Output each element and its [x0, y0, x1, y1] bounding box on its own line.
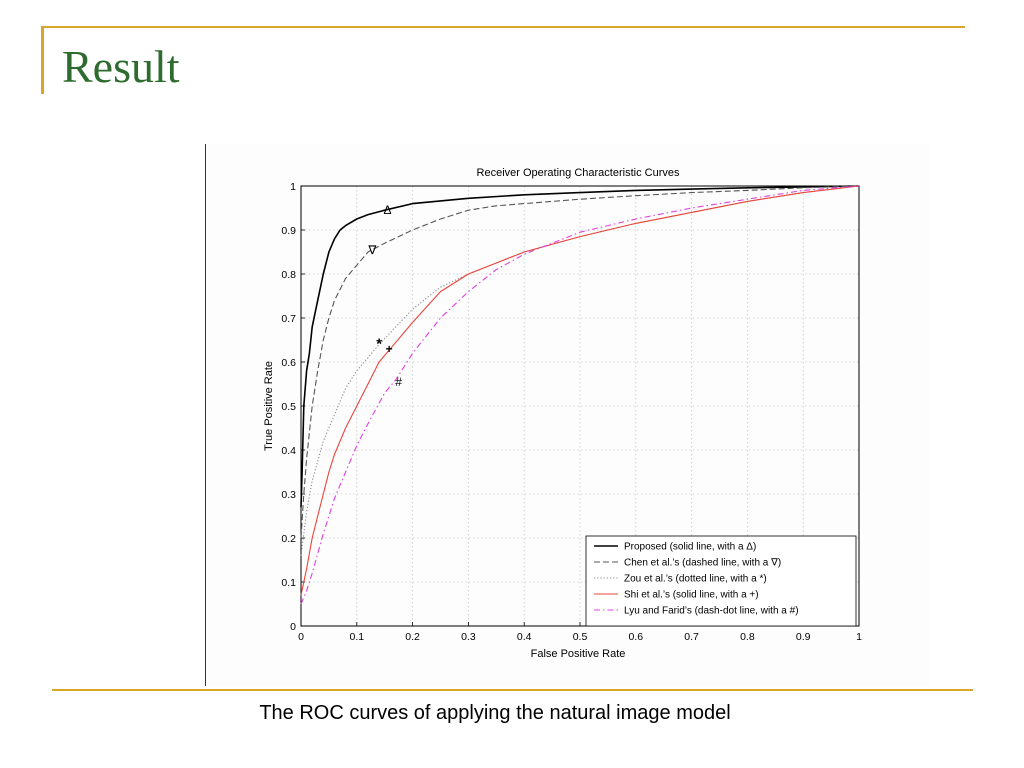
chart-axes: 0 0.1 0.2 0.3 0.4 0.5 0.6 0.7 0.8 0.9 1 0 0.1 0.2 0.3 0… [281, 181, 862, 643]
y-tick-label: 0.5 [281, 401, 296, 413]
chart-title: Receiver Operating Characteristic Curves [477, 167, 680, 179]
series-marker-2: ∇ [367, 243, 377, 257]
x-tick-label: 0 [298, 631, 304, 643]
x-tick-label: 0.3 [461, 631, 476, 643]
y-axis-label: True Positive Rate [263, 361, 275, 451]
roc-chart: 0 0.1 0.2 0.3 0.4 0.5 0.6 0.7 0.8 0.9 1 0 0.1 0.2 0.3 0… [206, 144, 930, 686]
series-line-1 [300, 185, 860, 508]
legend-entry: Chen et al.’s (dashed line, with a ∇) [624, 558, 781, 569]
bottom-accent-rule [52, 689, 973, 691]
series-marker-4: + [386, 342, 393, 356]
legend-box [585, 535, 857, 627]
series-marker-3: * [376, 335, 382, 352]
legend-entry: Zou et al.’s (dotted line, with a *) [624, 574, 767, 585]
x-axis-label: False Positive Rate [531, 648, 626, 660]
plot-area-border [300, 185, 860, 627]
x-tick-label: 0.1 [349, 631, 364, 643]
y-tick-label: 0.1 [281, 577, 296, 589]
x-tick-label: 0.9 [796, 631, 811, 643]
legend-entry: Lyu and Farid’s (dash-dot line, with a #… [624, 606, 799, 617]
series-marker-5: # [395, 375, 402, 389]
y-tick-label: 0.9 [281, 225, 296, 237]
series-marker-1: Δ [383, 203, 391, 217]
y-tick-label: 0.6 [281, 357, 296, 369]
x-tick-label: 0.2 [405, 631, 420, 643]
series-line-4 [300, 185, 860, 596]
y-tick-label: 0.8 [281, 269, 296, 281]
title-top-rule [41, 26, 965, 28]
slide-title: Result [62, 41, 180, 92]
roc-figure: 0 0.1 0.2 0.3 0.4 0.5 0.6 0.7 0.8 0.9 1 0 0.1 0.2 0.3 0… [205, 144, 930, 686]
chart-legend: Proposed (solid line, with a Δ) Chen et a… [585, 535, 857, 627]
x-tick-label: 0.8 [740, 631, 755, 643]
legend-entry: Proposed (solid line, with a Δ) [624, 542, 756, 553]
series-line-5 [300, 185, 860, 605]
chart-markers: Δ ∇ * + # [367, 203, 402, 389]
y-tick-label: 0.7 [281, 313, 296, 325]
x-tick-label: 1 [856, 631, 862, 643]
x-tick-label: 0.6 [628, 631, 643, 643]
x-tick-label: 0.4 [517, 631, 532, 643]
series-line-2 [300, 185, 860, 539]
y-tick-label: 0 [290, 621, 296, 633]
y-tick-label: 0.4 [281, 445, 296, 457]
y-tick-label: 0.2 [281, 533, 296, 545]
y-tick-label: 0.3 [281, 489, 296, 501]
slide-caption: The ROC curves of applying the natural i… [259, 702, 731, 724]
x-tick-label: 0.7 [684, 631, 699, 643]
title-accent-bar [41, 26, 44, 94]
x-tick-label: 0.5 [573, 631, 588, 643]
legend-entry: Shi et al.’s (solid line, with a +) [624, 590, 759, 601]
y-tick-label: 1 [290, 181, 296, 193]
chart-series [300, 185, 860, 605]
